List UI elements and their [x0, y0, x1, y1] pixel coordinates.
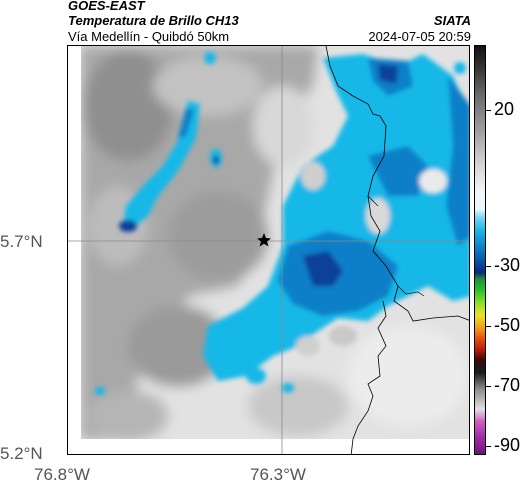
colorbar-label-m50: -50 [494, 315, 521, 335]
department-border [325, 46, 469, 322]
lat-label-5-2: 5.2°N [0, 444, 43, 463]
timestamp-label: 2024-07-05 20:59 [368, 29, 471, 44]
colorbar-label-m30: -30 [494, 255, 521, 275]
product-title: Temperatura de Brillo CH13 [68, 13, 239, 28]
gray-cloud-field [81, 46, 468, 441]
agency-label: SIATA [433, 13, 471, 28]
lon-label-76-8: 76.8°W [34, 465, 90, 484]
lon-label-76-3: 76.3°W [250, 465, 306, 484]
colorbar-label-20: 20 [494, 99, 515, 119]
star-icon [257, 233, 271, 247]
lat-label-5-7: 5.7°N [0, 232, 43, 251]
cold-cloud-tops [95, 52, 469, 395]
colorbar-gradient [475, 46, 485, 454]
colorbar-label-m90: -90 [494, 435, 521, 455]
satellite-title: GOES-EAST [68, 0, 145, 13]
region-subtitle: Vía Medellín - Quibdó 50km [68, 29, 230, 44]
colorbar-label-m70: -70 [494, 375, 521, 395]
cloud-imagery [68, 46, 469, 454]
satellite-map[interactable] [67, 45, 470, 455]
department-border-south [350, 300, 387, 454]
colorbar [474, 45, 486, 455]
